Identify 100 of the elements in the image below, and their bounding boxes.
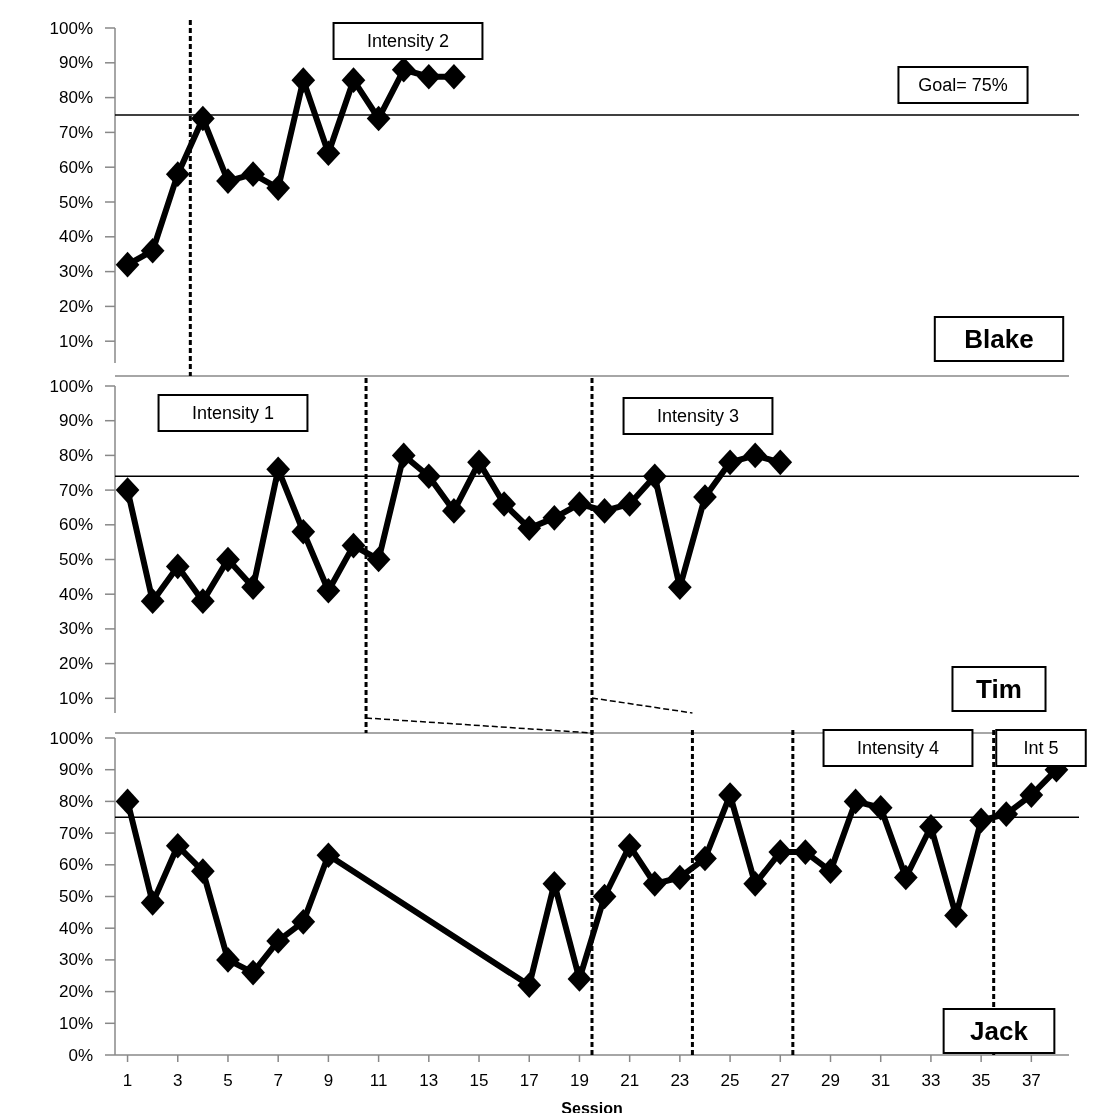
y-tick-label: 40% [58,227,93,247]
y-tick-label: 30% [58,619,93,639]
x-tick-label: 7 [273,1070,283,1090]
x-axis-title: Session [561,1099,623,1113]
point [693,845,717,872]
point [266,175,291,201]
y-tick-label: 40% [58,584,93,604]
point [416,463,441,490]
point [743,442,768,469]
point [567,966,592,992]
point [115,788,140,815]
x-tick-label: 37 [1021,1070,1041,1090]
text: Blake [964,324,1034,354]
point [191,105,215,132]
point [592,498,617,524]
point [341,532,366,559]
annotation: Intensity 2 [366,31,450,51]
point [467,449,491,476]
y-tick-label: 60% [58,157,93,177]
y-tick-label: 90% [58,53,93,73]
point [366,546,391,573]
annotation: Intensity 4 [856,738,940,758]
point [642,870,667,897]
point [442,63,466,90]
point [416,63,441,90]
point [366,105,391,132]
y-tick-label: 60% [58,855,93,875]
y-tick-label: 80% [58,88,93,108]
x-tick-label: 31 [871,1070,891,1090]
x-tick-label: 19 [569,1070,589,1090]
x-tick-label: 1 [122,1070,133,1090]
point [517,972,542,999]
y-tick-label: 100% [49,376,93,396]
y-tick-label: 90% [58,411,93,431]
y-tick-label: 100% [49,18,93,38]
x-tick-label: 17 [519,1070,539,1090]
y-tick-label: 10% [58,1013,93,1033]
y-tick-label: 100% [49,728,93,748]
x-tick-label: 13 [419,1070,439,1090]
y-tick-label: 70% [58,823,93,843]
x-tick-label: 9 [323,1070,334,1090]
point [542,870,567,897]
point [216,546,240,573]
point [241,161,265,187]
point [592,883,617,910]
y-tick-label: 20% [58,982,93,1002]
x-tick-label: 3 [173,1070,183,1090]
x-tick-label: 23 [670,1070,690,1090]
y-tick-label: 30% [58,950,93,970]
x-tick-label: 29 [821,1070,840,1090]
point [994,801,1019,827]
point [115,251,140,278]
point [291,518,316,545]
x-tick-label: 5 [223,1070,233,1090]
point [140,890,165,916]
x-tick-label: 21 [620,1070,640,1090]
point [567,491,592,517]
y-tick-label: 70% [58,480,93,500]
point [793,839,818,865]
point [115,477,140,503]
point [893,864,918,891]
y-tick-label: 90% [58,760,93,780]
annotation: Int 5 [1023,738,1059,758]
text: Jack [970,1016,1029,1046]
point [642,463,667,490]
point [517,515,542,542]
y-tick-label: 60% [58,515,93,535]
point [617,832,642,859]
y-tick-label: 20% [58,654,93,674]
x-tick-label: 35 [971,1070,991,1090]
point [391,442,416,469]
y-tick-label: 10% [58,331,93,351]
x-tick-label: 15 [469,1070,489,1090]
point [617,491,642,517]
point [341,67,366,94]
point [492,491,516,517]
point [291,909,316,935]
y-tick-label: 40% [58,918,93,938]
y-tick-label: 0% [68,1045,93,1065]
point [165,161,190,187]
y-tick-label: 30% [58,262,93,282]
y-tick-label: 20% [58,296,93,316]
point [843,788,868,815]
ref-line-label: Goal= 75% [918,75,1008,95]
point [944,902,968,929]
text: Tim [976,674,1022,704]
point [140,237,165,264]
point [718,449,742,476]
point [216,947,240,973]
point [768,449,793,476]
annotation: Intensity 3 [656,406,740,426]
y-tick-label: 80% [58,445,93,465]
point [165,832,190,859]
point [316,577,341,604]
point [191,858,215,884]
point [266,456,291,483]
point [241,574,265,601]
point [216,168,240,194]
point [969,807,993,834]
point [316,842,341,869]
